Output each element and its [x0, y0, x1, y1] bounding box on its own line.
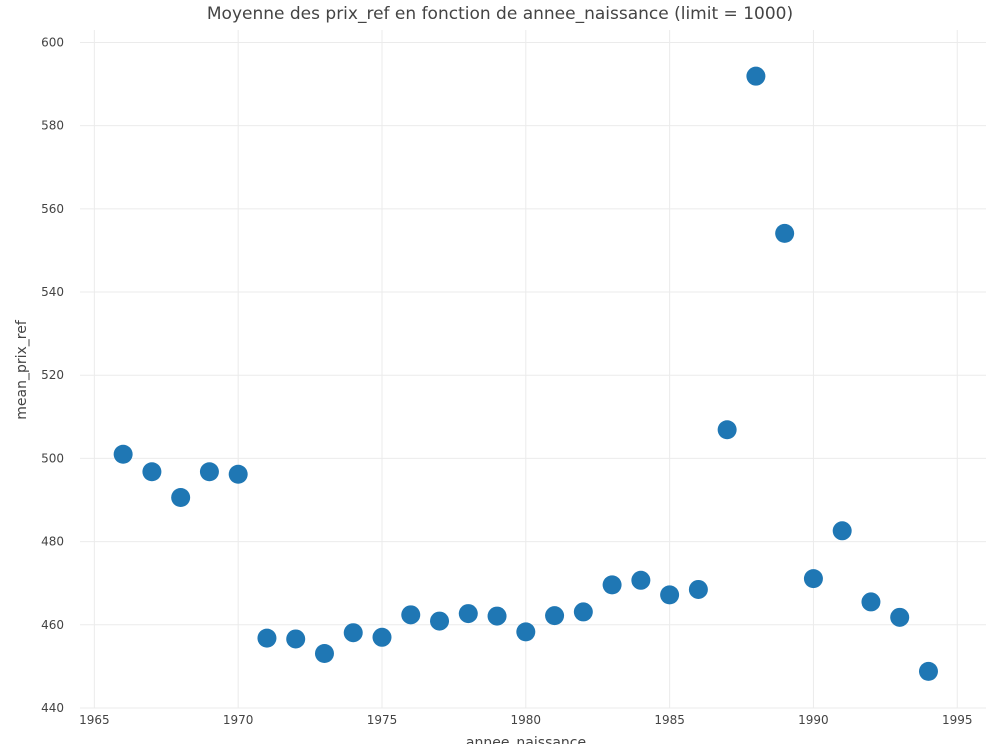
data-point[interactable]: [573, 602, 593, 622]
y-tick-label: 500: [41, 451, 64, 465]
x-tick-label: 1990: [798, 713, 829, 727]
x-tick-label: 1985: [654, 713, 685, 727]
y-tick-label: 520: [41, 368, 64, 382]
data-point[interactable]: [343, 623, 363, 643]
data-point[interactable]: [775, 223, 795, 243]
data-point[interactable]: [545, 606, 565, 626]
points-layer: [113, 66, 938, 681]
data-point[interactable]: [861, 592, 881, 612]
data-point[interactable]: [918, 661, 938, 681]
y-tick-label: 560: [41, 202, 64, 216]
data-point[interactable]: [401, 605, 421, 625]
y-tick-label: 460: [41, 618, 64, 632]
data-point[interactable]: [171, 488, 191, 508]
data-point[interactable]: [602, 575, 622, 595]
y-tick-label: 600: [41, 35, 64, 49]
y-tick-label: 480: [41, 535, 64, 549]
data-point[interactable]: [631, 570, 651, 590]
grid-layer: [80, 30, 986, 709]
y-tick-label: 580: [41, 119, 64, 133]
x-tick-label: 1970: [223, 713, 254, 727]
y-tick-label: 440: [41, 701, 64, 715]
data-point[interactable]: [458, 604, 478, 624]
data-point[interactable]: [113, 444, 133, 464]
chart-title: Moyenne des prix_ref en fonction de anne…: [207, 4, 793, 24]
data-point[interactable]: [890, 607, 910, 627]
data-point[interactable]: [142, 462, 162, 482]
data-point[interactable]: [199, 462, 219, 482]
data-point[interactable]: [803, 569, 823, 589]
data-point[interactable]: [516, 622, 536, 642]
data-point[interactable]: [746, 66, 766, 86]
x-tick-label: 1975: [367, 713, 398, 727]
data-point[interactable]: [430, 611, 450, 631]
data-point[interactable]: [228, 464, 248, 484]
x-tick-labels: 1965 1970 1975 1980 1985 1990 1995: [79, 713, 972, 727]
data-point[interactable]: [832, 521, 852, 541]
data-point[interactable]: [717, 420, 737, 440]
x-tick-label: 1995: [942, 713, 973, 727]
y-tick-label: 540: [41, 285, 64, 299]
data-point[interactable]: [372, 627, 392, 647]
x-tick-label: 1965: [79, 713, 110, 727]
y-tick-labels: 440 460 480 500 520 540 560 580 600: [41, 35, 64, 715]
data-point[interactable]: [660, 585, 680, 605]
data-point[interactable]: [257, 628, 277, 648]
data-point[interactable]: [688, 579, 708, 599]
x-tick-label: 1980: [511, 713, 542, 727]
data-point[interactable]: [314, 644, 334, 664]
y-axis-title: mean_prix_ref: [14, 319, 30, 420]
x-axis-title: annee_naissance: [466, 735, 586, 744]
data-point[interactable]: [286, 629, 306, 649]
data-point[interactable]: [487, 606, 507, 626]
